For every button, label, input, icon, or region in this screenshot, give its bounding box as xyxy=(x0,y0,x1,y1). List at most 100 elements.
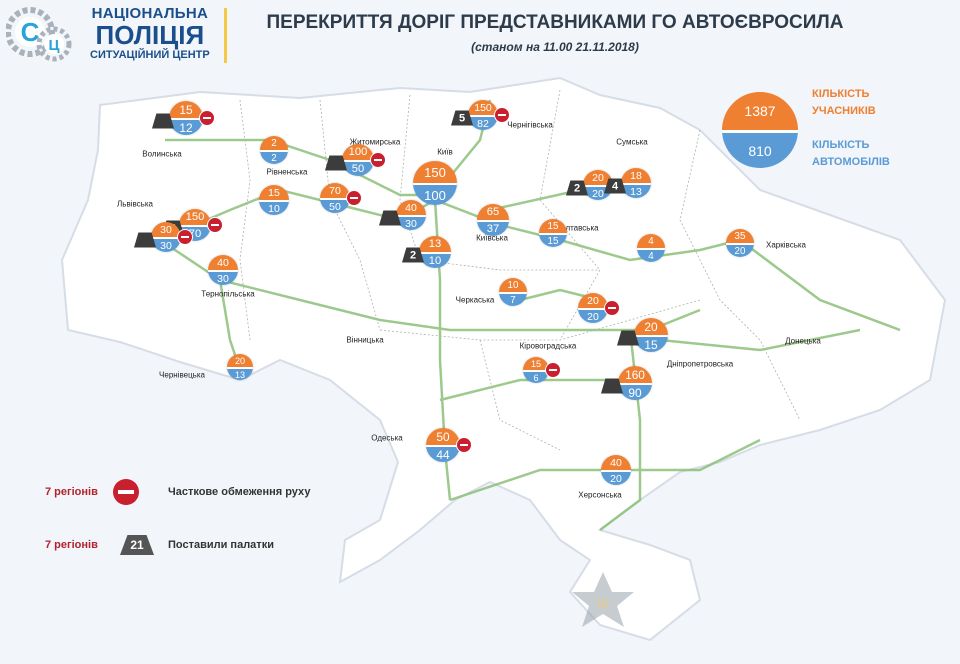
participants-count: 40 xyxy=(601,455,631,470)
summary-circle: 1387 810 xyxy=(722,92,798,168)
vehicles-label-1: КІЛЬКІСТЬ xyxy=(812,139,870,151)
participants-count: 13 xyxy=(419,236,451,252)
participants-count: 20 xyxy=(583,170,613,185)
participants-label: КІЛЬКІСТЬ УЧАСНИКІВ xyxy=(812,86,912,120)
region-marker: 15 15 xyxy=(539,219,567,247)
region-label: Тернопільська xyxy=(201,289,255,299)
participants-label-1: КІЛЬКІСТЬ xyxy=(812,88,870,100)
region-marker: 10 7 xyxy=(499,278,527,306)
region-marker: 35 20 xyxy=(726,229,754,257)
region-label: Київська xyxy=(476,233,508,243)
tent-icon xyxy=(601,378,623,394)
region-marker: 20 13 xyxy=(227,354,253,380)
vehicles-count: 44 xyxy=(426,445,460,462)
no-entry-icon xyxy=(207,217,223,233)
tent-icon xyxy=(152,113,174,129)
region-label: Дніпропетровська xyxy=(666,359,734,369)
region-marker: 20 15 xyxy=(634,318,668,352)
region-marker: 40 30 xyxy=(208,255,238,285)
tent-icon xyxy=(325,155,347,171)
total-participants: 1387 xyxy=(722,92,798,130)
svg-text:Ψ: Ψ xyxy=(597,595,610,614)
participants-count: 10 xyxy=(499,278,527,292)
no-entry-icon xyxy=(370,152,386,168)
divider xyxy=(224,8,227,63)
region-marker: 15 12 xyxy=(169,101,203,135)
legend-tent-count: 7 регіонів xyxy=(45,539,98,551)
participants-count: 2 xyxy=(260,136,288,150)
participants-count: 150 xyxy=(413,161,457,183)
page-subtitle: (станом на 11.00 21.11.2018) xyxy=(471,40,639,54)
participants-count: 70 xyxy=(320,183,350,198)
vehicles-count: 4 xyxy=(637,248,665,262)
no-entry-icon xyxy=(494,107,510,123)
participants-count: 30 xyxy=(151,222,181,237)
region-label: Сумська xyxy=(616,137,648,147)
vehicles-count: 15 xyxy=(634,335,668,352)
brand-line-2: ПОЛІЦІЯ xyxy=(95,20,205,50)
region-label: Житомирська xyxy=(349,137,401,147)
vehicles-label-2: АВТОМОБІЛІВ xyxy=(812,156,890,168)
region-label: Донецька xyxy=(785,336,821,346)
participants-count: 35 xyxy=(726,229,754,243)
vehicles-count: 10 xyxy=(419,252,451,268)
region-label: Чернівецька xyxy=(159,370,205,380)
participants-count: 15 xyxy=(169,101,203,118)
vehicles-count: 50 xyxy=(320,198,350,213)
no-entry-icon xyxy=(199,110,215,126)
vehicles-count: 100 xyxy=(413,183,457,205)
vehicles-count: 6 xyxy=(523,370,549,383)
region-marker: 15 6 xyxy=(523,357,549,383)
legend-restriction-count: 7 регіонів xyxy=(45,486,98,498)
region-marker: 13 10 xyxy=(419,236,451,268)
participants-count: 150 xyxy=(468,100,498,115)
vehicles-count: 13 xyxy=(621,183,651,198)
no-entry-icon xyxy=(545,362,561,378)
police-watermark: Ψ xyxy=(572,572,634,627)
legend-tent-label: Поставили палатки xyxy=(168,539,274,551)
region-label: Рівненська xyxy=(266,167,308,177)
region-label: Харківська xyxy=(766,240,806,250)
participants-count: 40 xyxy=(208,255,238,270)
region-label: Кіровоградська xyxy=(519,341,577,351)
participants-count: 40 xyxy=(396,200,426,215)
no-entry-icon xyxy=(456,437,472,453)
total-vehicles: 810 xyxy=(722,130,798,168)
brand-line-1: НАЦІОНАЛЬНА xyxy=(91,5,209,22)
region-marker: 160 90 xyxy=(618,366,652,400)
region-marker: 50 44 xyxy=(426,428,460,462)
brand: НАЦІОНАЛЬНА ПОЛІЦІЯ СИТУАЦІЙНИЙ ЦЕНТР xyxy=(90,6,210,61)
region-label: Чернігівська xyxy=(507,120,553,130)
region-marker: 20 20 xyxy=(578,293,608,323)
vehicles-count: 50 xyxy=(342,160,374,176)
participants-label-2: УЧАСНИКІВ xyxy=(812,105,876,117)
vehicles-count: 2 xyxy=(260,150,288,164)
region-marker: 65 37 xyxy=(477,204,509,236)
vehicles-count: 10 xyxy=(259,200,289,215)
region-marker: 40 20 xyxy=(601,455,631,485)
vehicles-label: КІЛЬКІСТЬ АВТОМОБІЛІВ xyxy=(812,137,912,171)
participants-count: 15 xyxy=(523,357,549,370)
tent-icon xyxy=(617,330,639,346)
no-entry-icon xyxy=(177,229,193,245)
vehicles-count: 20 xyxy=(726,243,754,257)
vehicles-count: 13 xyxy=(227,367,253,380)
vehicles-count: 7 xyxy=(499,292,527,306)
participants-count: 4 xyxy=(637,234,665,248)
tent-icon: 21 xyxy=(120,535,154,555)
region-marker: 40 30 xyxy=(396,200,426,230)
legend-restriction-label: Часткове обмеження руху xyxy=(168,486,311,498)
participants-count: 20 xyxy=(634,318,668,335)
tent-icon: 2 xyxy=(566,180,588,196)
vehicles-count: 20 xyxy=(601,470,631,485)
vehicles-count: 30 xyxy=(151,237,181,252)
tent-icon: 5 xyxy=(451,110,473,126)
vehicles-count: 37 xyxy=(477,220,509,236)
situation-center-logo: С Ц xyxy=(6,7,72,62)
tent-icon xyxy=(379,210,401,226)
region-marker: 18 13 xyxy=(621,168,651,198)
participants-count: 100 xyxy=(342,144,374,160)
participants-count: 160 xyxy=(618,366,652,383)
